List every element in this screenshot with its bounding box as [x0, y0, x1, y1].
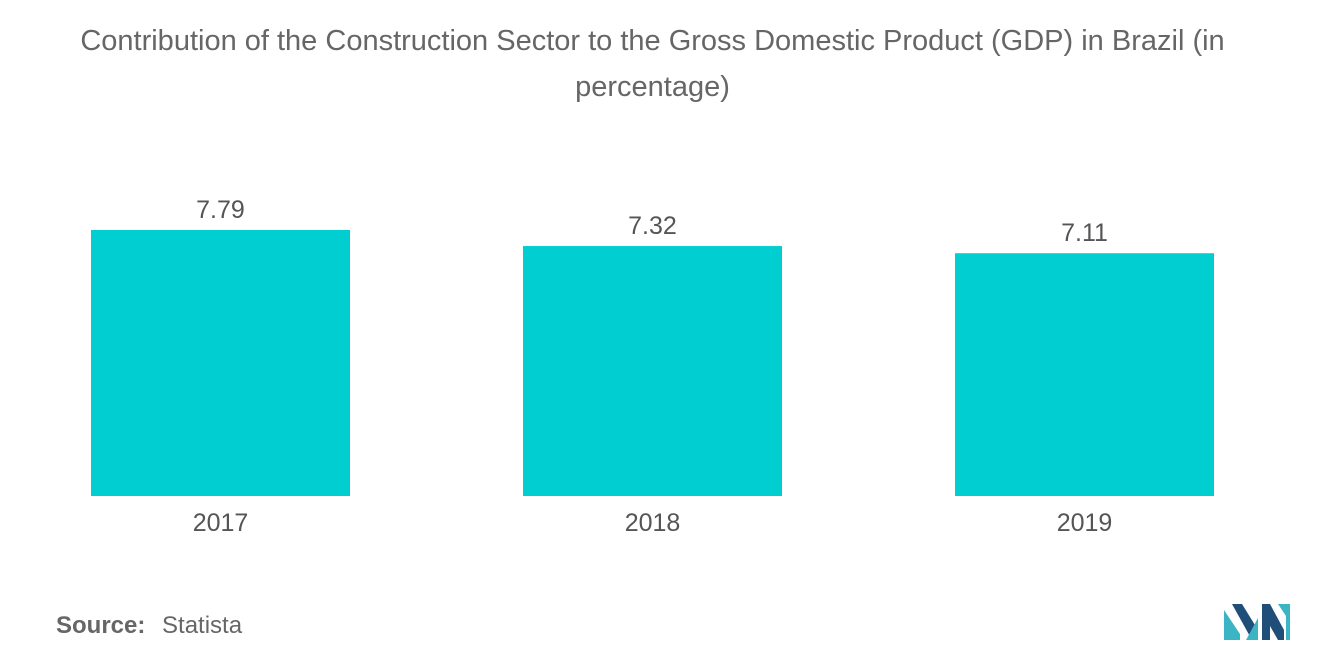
mordor-intelligence-logo-icon [1224, 604, 1290, 640]
source-label: Source: [56, 612, 146, 639]
bar-2019 [955, 253, 1214, 496]
source-note: Source: Statista [56, 612, 242, 640]
x-tick-label-2019: 2019 [1057, 509, 1113, 537]
source-value: Statista [162, 612, 243, 639]
x-tick-label-2017: 2017 [193, 509, 249, 537]
chart-title: Contribution of the Construction Sector … [80, 25, 1225, 103]
data-label-2017: 7.79 [196, 196, 245, 224]
bar-2017 [91, 230, 350, 496]
bar-2018 [523, 246, 782, 496]
data-label-2018: 7.32 [628, 212, 677, 240]
x-tick-label-2018: 2018 [625, 509, 681, 537]
data-label-2019: 7.11 [1061, 219, 1108, 247]
